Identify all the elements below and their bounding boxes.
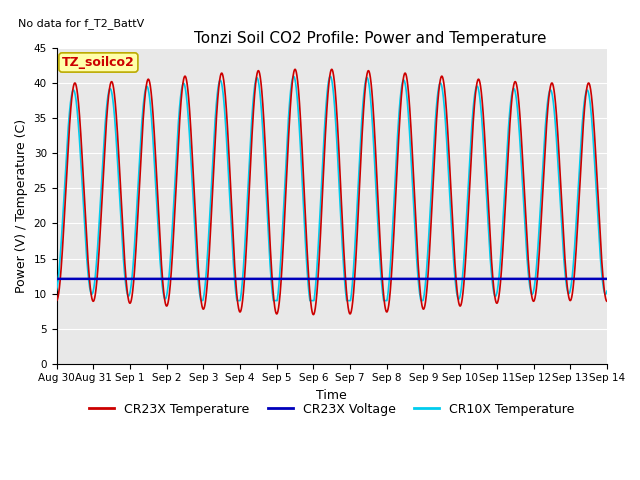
Text: No data for f_T2_BattV: No data for f_T2_BattV — [18, 18, 144, 29]
X-axis label: Time: Time — [316, 389, 347, 402]
Title: Tonzi Soil CO2 Profile: Power and Temperature: Tonzi Soil CO2 Profile: Power and Temper… — [194, 31, 547, 46]
Y-axis label: Power (V) / Temperature (C): Power (V) / Temperature (C) — [15, 119, 28, 293]
Text: TZ_soilco2: TZ_soilco2 — [62, 56, 135, 69]
Legend: CR23X Temperature, CR23X Voltage, CR10X Temperature: CR23X Temperature, CR23X Voltage, CR10X … — [84, 397, 580, 420]
